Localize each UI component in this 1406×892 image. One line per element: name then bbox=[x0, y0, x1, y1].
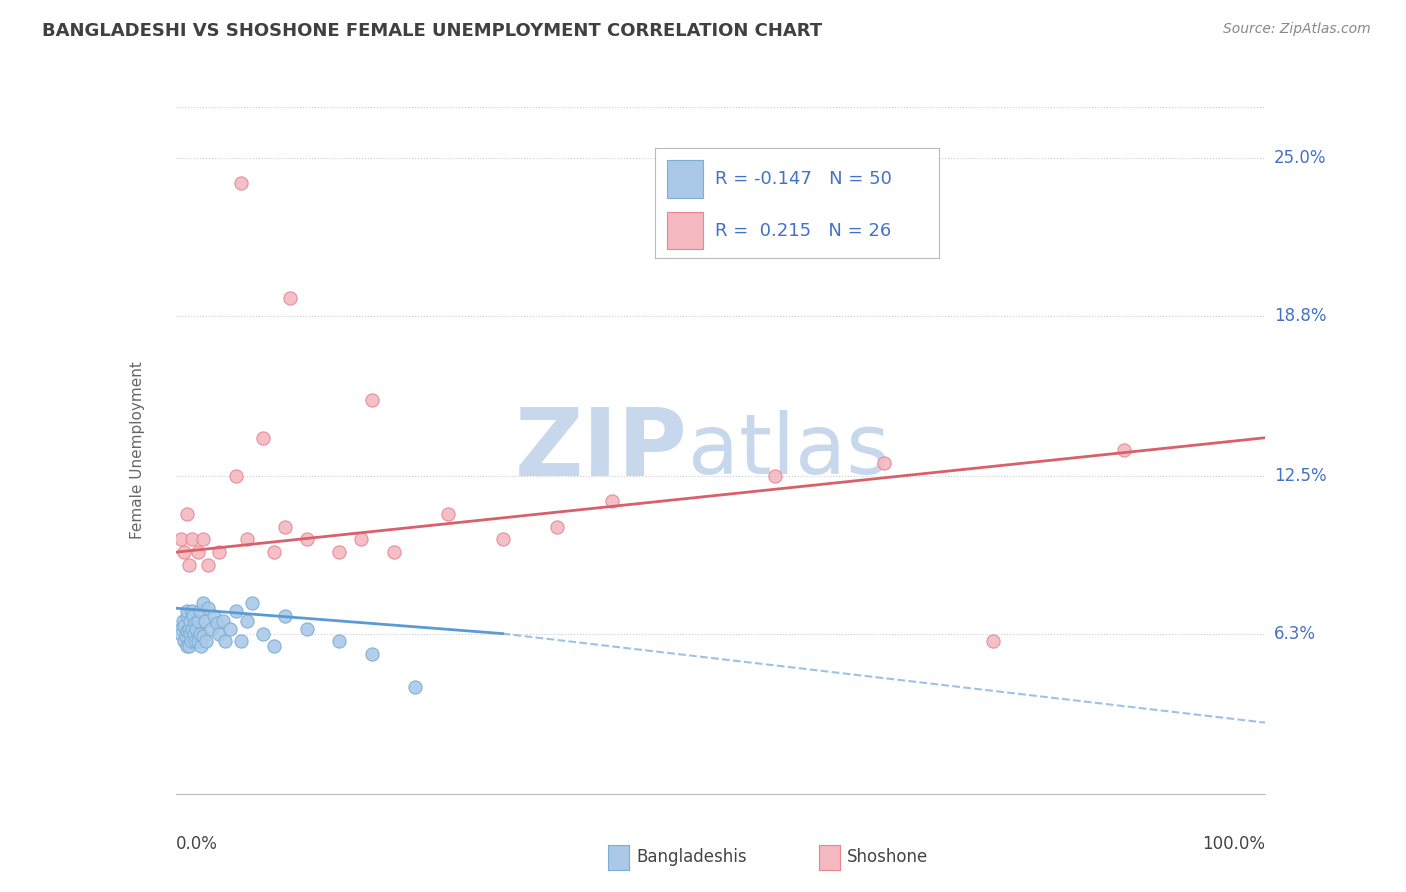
Point bbox=[191, 629, 214, 643]
Point bbox=[252, 626, 274, 640]
Point bbox=[202, 608, 225, 623]
Point bbox=[205, 616, 228, 631]
Point bbox=[186, 634, 209, 648]
Point bbox=[211, 614, 233, 628]
Point bbox=[170, 533, 193, 547]
Text: R =  0.215   N = 26: R = 0.215 N = 26 bbox=[714, 222, 891, 240]
Point bbox=[181, 608, 204, 623]
Point bbox=[173, 545, 195, 559]
Point bbox=[252, 431, 274, 445]
Text: Source: ZipAtlas.com: Source: ZipAtlas.com bbox=[1223, 22, 1371, 37]
Point bbox=[191, 533, 214, 547]
Point bbox=[328, 634, 350, 648]
Point bbox=[197, 601, 219, 615]
Point bbox=[360, 392, 382, 407]
Point bbox=[186, 622, 208, 636]
Point bbox=[191, 596, 214, 610]
Point bbox=[382, 545, 405, 559]
Point bbox=[295, 622, 318, 636]
Text: 18.8%: 18.8% bbox=[1274, 307, 1326, 325]
Point bbox=[1112, 443, 1135, 458]
Text: Female Unemployment: Female Unemployment bbox=[131, 361, 145, 540]
Text: 25.0%: 25.0% bbox=[1274, 149, 1326, 167]
Point bbox=[177, 622, 200, 636]
Point bbox=[190, 640, 212, 654]
Point bbox=[174, 629, 197, 643]
Point bbox=[219, 622, 242, 636]
Point bbox=[170, 626, 193, 640]
Point bbox=[350, 533, 373, 547]
Point bbox=[170, 622, 193, 636]
Point bbox=[194, 614, 217, 628]
Point bbox=[231, 634, 253, 648]
Text: ZIP: ZIP bbox=[515, 404, 688, 497]
Point bbox=[181, 533, 204, 547]
Text: 6.3%: 6.3% bbox=[1274, 624, 1316, 642]
Point bbox=[176, 608, 198, 623]
Point bbox=[176, 624, 198, 638]
Point bbox=[181, 622, 204, 636]
Point bbox=[179, 626, 201, 640]
Point bbox=[328, 545, 350, 559]
Point bbox=[208, 545, 231, 559]
Point bbox=[176, 604, 198, 618]
Point bbox=[184, 634, 207, 648]
Point bbox=[172, 614, 194, 628]
Point bbox=[240, 596, 263, 610]
Point bbox=[214, 634, 236, 648]
Point bbox=[263, 640, 285, 654]
Text: BANGLADESHI VS SHOSHONE FEMALE UNEMPLOYMENT CORRELATION CHART: BANGLADESHI VS SHOSHONE FEMALE UNEMPLOYM… bbox=[42, 22, 823, 40]
Text: Shoshone: Shoshone bbox=[846, 848, 928, 866]
Point bbox=[600, 494, 623, 508]
Text: 0.0%: 0.0% bbox=[176, 835, 218, 853]
Point bbox=[274, 608, 297, 623]
Point bbox=[225, 604, 247, 618]
Point bbox=[177, 558, 200, 572]
Point bbox=[235, 533, 257, 547]
Point bbox=[437, 507, 460, 521]
Point bbox=[492, 533, 515, 547]
Point bbox=[188, 604, 211, 618]
Point bbox=[177, 640, 200, 654]
Point bbox=[200, 622, 222, 636]
Point bbox=[763, 469, 786, 483]
Text: 12.5%: 12.5% bbox=[1274, 467, 1326, 485]
Point bbox=[405, 680, 427, 694]
Point bbox=[360, 647, 382, 661]
Point bbox=[263, 545, 285, 559]
Point bbox=[197, 558, 219, 572]
Point bbox=[981, 634, 1004, 648]
Point bbox=[546, 520, 568, 534]
Point bbox=[274, 520, 297, 534]
Point bbox=[873, 456, 896, 470]
Point bbox=[225, 469, 247, 483]
Point bbox=[176, 640, 198, 654]
Point bbox=[295, 533, 318, 547]
Point bbox=[231, 177, 253, 191]
Point bbox=[179, 614, 201, 628]
Text: 100.0%: 100.0% bbox=[1202, 835, 1265, 853]
FancyBboxPatch shape bbox=[666, 161, 703, 198]
Point bbox=[186, 545, 209, 559]
Point bbox=[188, 626, 211, 640]
Point bbox=[176, 507, 198, 521]
Point bbox=[173, 634, 195, 648]
Point bbox=[173, 619, 195, 633]
Point bbox=[183, 626, 205, 640]
Point bbox=[180, 634, 202, 648]
Point bbox=[278, 291, 301, 305]
Text: atlas: atlas bbox=[688, 410, 890, 491]
Point bbox=[208, 626, 231, 640]
Point bbox=[186, 614, 209, 628]
Point bbox=[195, 634, 218, 648]
Text: R = -0.147   N = 50: R = -0.147 N = 50 bbox=[714, 170, 891, 188]
Point bbox=[184, 616, 207, 631]
Point bbox=[235, 614, 257, 628]
Text: Bangladeshis: Bangladeshis bbox=[636, 848, 747, 866]
FancyBboxPatch shape bbox=[666, 212, 703, 250]
Point bbox=[181, 604, 204, 618]
